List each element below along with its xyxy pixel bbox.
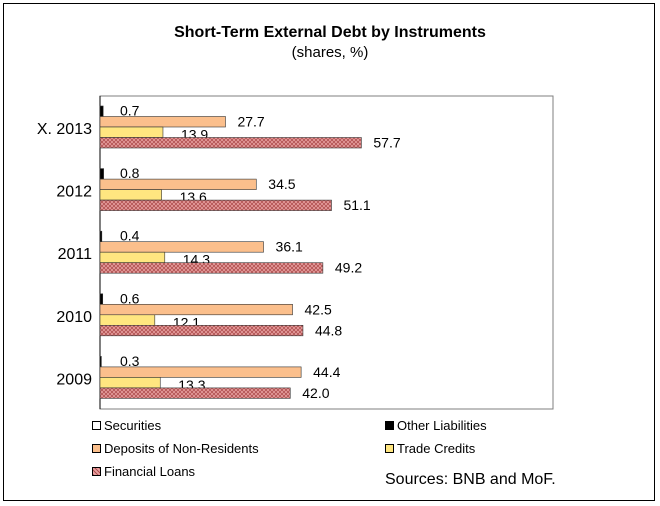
data-label-deposits: 42.5	[305, 301, 332, 317]
legend-label-financial-loans: Financial Loans	[104, 464, 196, 479]
category-label: 2010	[56, 309, 92, 326]
legend-swatch-financial-loans	[92, 467, 101, 476]
legend-swatch-deposits	[92, 444, 101, 453]
legend-item-securities: Securities	[92, 418, 161, 433]
bar-deposits	[99, 178, 257, 190]
bar-other-liabilities	[99, 105, 104, 117]
category-label: X. 2013	[37, 121, 92, 138]
legend-label-securities: Securities	[104, 418, 162, 433]
bar-deposits	[99, 241, 264, 253]
bar-other-liabilities	[99, 168, 104, 180]
category-label: 2009	[56, 371, 92, 388]
bar-financial-loans	[99, 387, 291, 399]
bar-financial-loans	[99, 137, 362, 149]
data-label-deposits: 36.1	[276, 239, 303, 255]
data-label-financial-loans: 44.8	[315, 322, 342, 338]
source-note: Sources: BNB and MoF.	[385, 471, 556, 488]
data-label-financial-loans: 57.7	[373, 135, 400, 151]
bar-financial-loans	[99, 324, 304, 337]
bar-trade-credits	[99, 377, 161, 389]
category-label: 2011	[58, 246, 93, 263]
legend-item-deposits: Deposits of Non-Residents	[92, 441, 259, 456]
data-label-other-liabilities: 0.8	[120, 165, 140, 181]
bar-deposits	[99, 366, 302, 378]
chart-subtitle: (shares, %)	[291, 44, 369, 61]
legend-item-other-liabilities: Other Liabilities	[385, 418, 487, 433]
data-label-other-liabilities: 0.4	[120, 228, 140, 244]
legend-swatch-securities	[92, 421, 101, 430]
bar-financial-loans	[99, 199, 332, 211]
legend-label-other-liabilities: Other Liabilities	[397, 418, 487, 433]
legend-swatch-other-liabilities	[385, 421, 394, 430]
data-label-other-liabilities: 0.3	[120, 353, 140, 369]
legend-label-deposits: Deposits of Non-Residents	[104, 441, 259, 456]
data-label-financial-loans: 42.0	[302, 385, 329, 401]
data-label-other-liabilities: 0.7	[120, 103, 140, 119]
legend-item-trade-credits: Trade Credits	[385, 441, 475, 456]
bar-deposits	[99, 116, 226, 128]
data-label-financial-loans: 49.2	[335, 260, 362, 276]
bar-deposits	[99, 303, 293, 316]
bar-trade-credits	[99, 314, 156, 326]
bar-financial-loans	[99, 262, 324, 274]
bar-trade-credits	[99, 251, 166, 263]
bar-trade-credits	[99, 189, 162, 201]
data-label-deposits: 44.4	[313, 364, 340, 380]
data-label-other-liabilities: 0.6	[120, 290, 140, 306]
bar-other-liabilities	[99, 293, 104, 305]
legend-swatch-trade-credits	[385, 444, 394, 453]
bar-trade-credits	[99, 126, 164, 138]
bar-other-liabilities	[99, 356, 102, 368]
legend-item-financial-loans: Financial Loans	[92, 464, 195, 479]
category-label: 2012	[56, 184, 92, 201]
data-label-deposits: 27.7	[237, 114, 264, 130]
bar-other-liabilities	[99, 230, 103, 242]
data-label-deposits: 34.5	[268, 176, 295, 192]
data-label-financial-loans: 51.1	[343, 197, 370, 213]
chart-title: Short-Term External Debt by Instruments	[174, 24, 486, 41]
legend-label-trade-credits: Trade Credits	[397, 441, 476, 456]
